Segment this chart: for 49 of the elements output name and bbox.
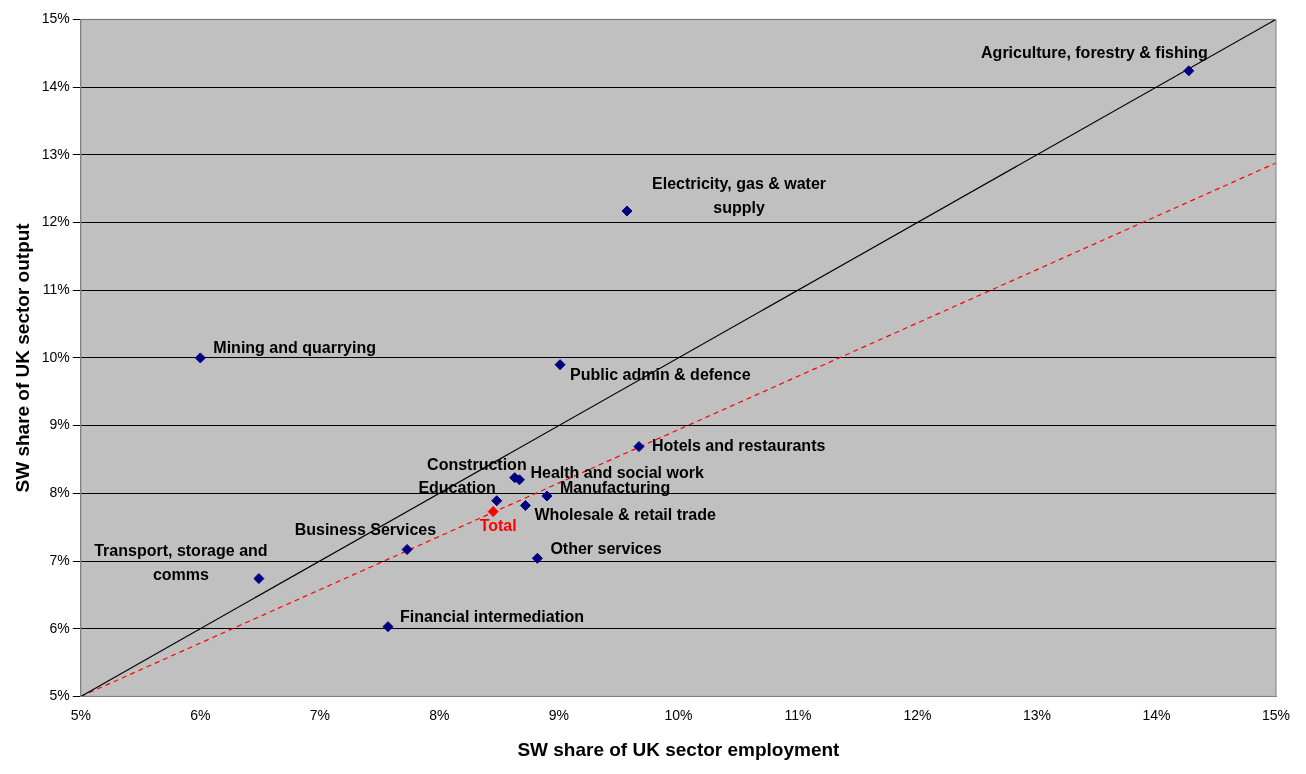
data-label: Other services xyxy=(550,539,662,557)
y-tick-label: 13% xyxy=(41,145,70,162)
point xyxy=(194,352,206,364)
y-tick-label: 12% xyxy=(41,213,70,230)
y-tick-label: 8% xyxy=(49,484,70,501)
point xyxy=(519,499,531,511)
point xyxy=(554,359,566,371)
x-tick-label: 13% xyxy=(1022,706,1051,723)
data-label: Electricity, gas & water supply xyxy=(652,175,827,217)
point xyxy=(382,621,394,633)
point xyxy=(633,441,645,453)
point xyxy=(487,506,499,518)
data-label: Mining and quarrying xyxy=(213,339,377,357)
data-label: Health and social work xyxy=(530,464,704,482)
y-tick-label: 7% xyxy=(49,551,70,568)
x-tick-label: 15% xyxy=(1261,706,1291,723)
point xyxy=(541,490,553,502)
point xyxy=(491,495,503,507)
data-label: Business Services xyxy=(294,520,437,538)
point xyxy=(621,205,633,217)
point xyxy=(1183,65,1195,77)
x-tick-label: 12% xyxy=(903,706,932,723)
x-tick-label: 9% xyxy=(548,706,570,723)
point xyxy=(531,552,543,564)
data-label: Transport, storage and comms xyxy=(94,542,268,584)
x-tick-label: 6% xyxy=(190,706,211,723)
data-label: Wholesale & retail trade xyxy=(534,505,716,523)
x-tick-label: 7% xyxy=(309,706,330,723)
data-label: Financial intermediation xyxy=(399,608,585,626)
y-tick-label: 9% xyxy=(49,416,70,433)
data-label: Manufacturing xyxy=(559,479,671,497)
y-tick-label: 14% xyxy=(41,77,70,94)
y-tick-label: 5% xyxy=(49,687,70,704)
x-tick-label: 11% xyxy=(784,706,812,723)
x-tick-label: 5% xyxy=(70,706,91,723)
data-label: Hotels and restaurants xyxy=(651,436,826,454)
y-axis-title: SW share of UK sector output xyxy=(11,222,33,493)
y-tick-label: 11% xyxy=(42,281,70,298)
x-tick-label: 10% xyxy=(664,706,693,723)
y-tick-label: 6% xyxy=(49,619,70,636)
data-label: Agriculture, forestry & fishing xyxy=(981,44,1208,62)
point xyxy=(253,573,265,585)
x-tick-label: 8% xyxy=(429,706,450,723)
point xyxy=(401,543,413,555)
data-label: Total xyxy=(479,516,517,534)
y-tick-label: 10% xyxy=(41,348,70,365)
x-tick-label: 14% xyxy=(1142,706,1171,723)
x-axis-title: SW share of UK sector employment xyxy=(517,738,841,760)
y-tick-label: 15% xyxy=(41,10,70,27)
